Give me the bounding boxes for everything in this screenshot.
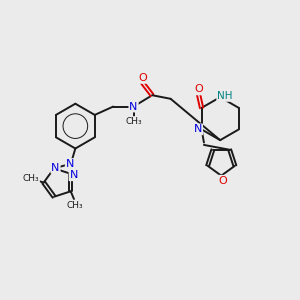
Text: N: N xyxy=(70,170,78,180)
Text: N: N xyxy=(51,163,60,173)
Text: O: O xyxy=(218,176,227,186)
Text: N: N xyxy=(66,159,74,169)
Text: CH₃: CH₃ xyxy=(22,175,39,184)
Text: N: N xyxy=(194,124,202,134)
Text: N: N xyxy=(129,102,138,112)
Text: NH: NH xyxy=(217,91,233,101)
Text: O: O xyxy=(138,73,147,83)
Text: CH₃: CH₃ xyxy=(67,201,83,210)
Text: O: O xyxy=(194,84,203,94)
Text: CH₃: CH₃ xyxy=(125,117,142,126)
